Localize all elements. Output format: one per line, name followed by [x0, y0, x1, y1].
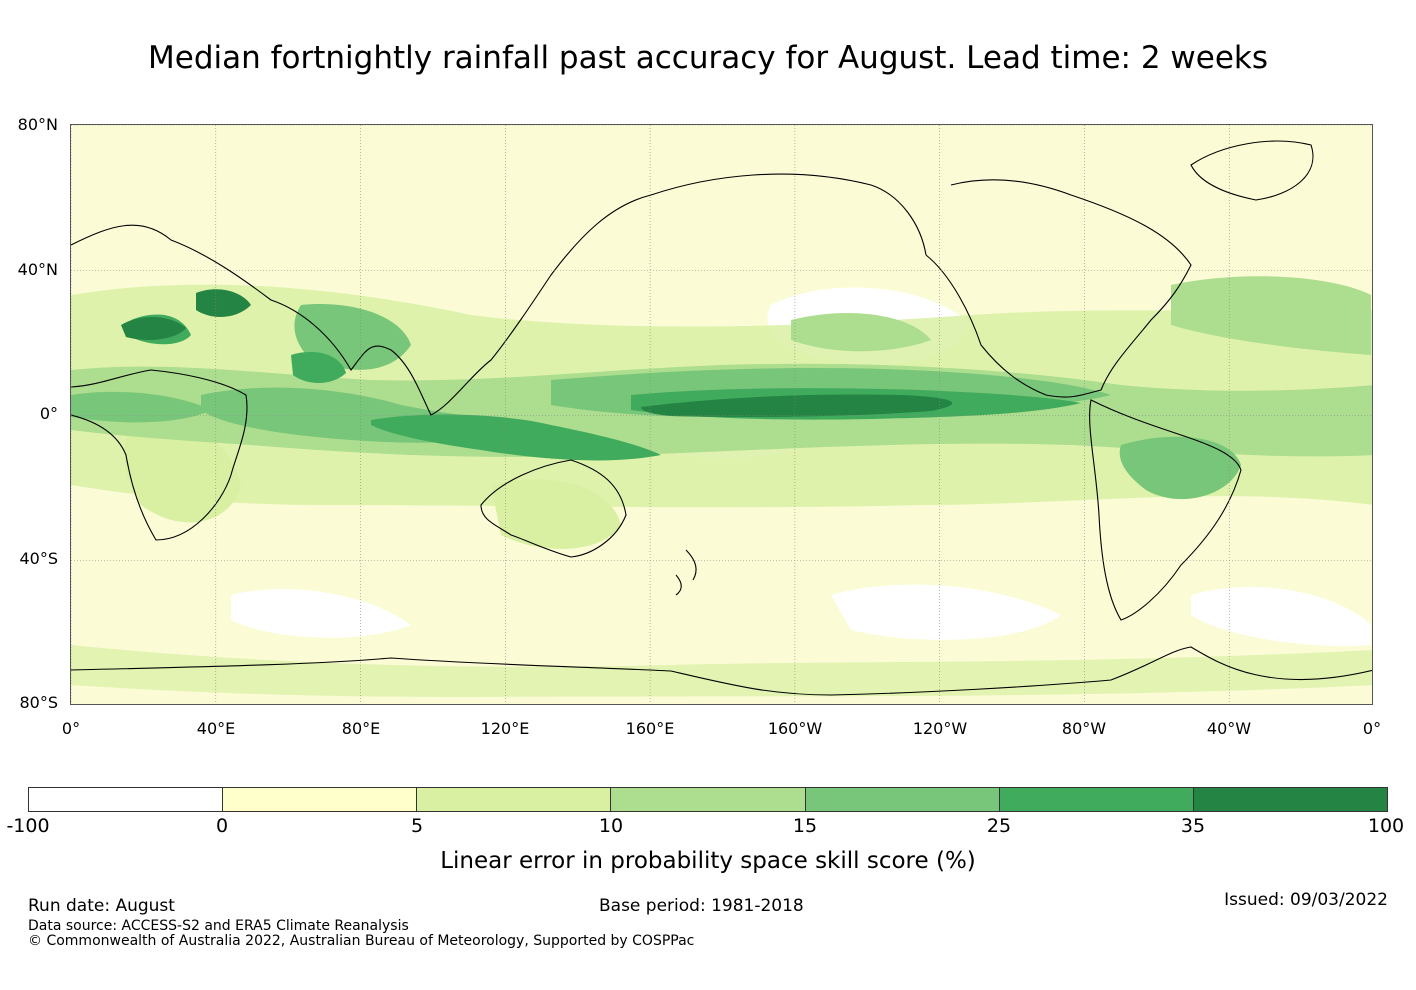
lat-label-80s: 80°S	[19, 693, 58, 712]
coastline-australia	[480, 459, 627, 558]
colorbar-bin-10-15	[610, 788, 805, 811]
coastline-south-america	[1089, 399, 1242, 621]
run-date: Run date: August	[28, 896, 175, 916]
colorbar-tick-100: 100	[1367, 815, 1405, 837]
lon-label-360: 0°	[1362, 719, 1382, 738]
colorbar-tick-35: 35	[1180, 815, 1206, 837]
lon-label-160w: 160°W	[767, 719, 823, 738]
issued-date: Issued: 09/03/2022	[1224, 890, 1388, 910]
region-very-high-arabia	[196, 289, 251, 317]
region-low-e-pacific-north	[791, 312, 931, 352]
data-source: Data source: ACCESS-S2 and ERA5 Climate …	[28, 918, 409, 934]
lon-label-120w: 120°W	[912, 719, 968, 738]
region-moderate-w-africa	[71, 391, 211, 423]
gridline-layer	[71, 125, 1372, 704]
region-low-n-atlantic	[1171, 276, 1371, 355]
region-moderate-s-asia	[294, 304, 411, 370]
lat-label-40n: 40°N	[17, 260, 58, 279]
base-period: Base period: 1981-2018	[599, 896, 804, 916]
region-slight-africa	[124, 422, 241, 523]
region-slight-australia	[491, 479, 621, 549]
region-no-skill-s-indian	[231, 589, 411, 638]
coastline-eurasia	[71, 173, 927, 416]
map-canvas	[71, 125, 1372, 704]
colorbar-tick-5: 5	[410, 815, 424, 837]
region-slight-antarctic	[71, 645, 1372, 697]
region-no-skill-s-atlantic	[1191, 586, 1371, 646]
lon-label-40e: 40°E	[196, 719, 236, 738]
region-high-india	[291, 351, 346, 383]
lon-label-80e: 80°E	[341, 719, 381, 738]
colorbar-tick-25: 25	[986, 815, 1012, 837]
lat-label-40s: 40°S	[19, 549, 58, 568]
region-very-high-central-pacific	[641, 394, 953, 417]
colorbar-tick-15: 15	[792, 815, 818, 837]
lon-label-120e: 120°E	[480, 719, 530, 738]
colorbar-bin-neg100-0	[29, 788, 223, 811]
skill-map[interactable]	[70, 124, 1373, 705]
lon-label-0: 0°	[61, 719, 81, 738]
colorbar-bin-15-25	[804, 788, 999, 811]
colorbar-bin-25-35	[998, 788, 1193, 811]
coastline-greenland	[1190, 140, 1314, 201]
coastline-africa	[71, 369, 248, 541]
map-title: Median fortnightly rainfall past accurac…	[148, 40, 1268, 76]
region-moderate-brazil	[1119, 436, 1241, 500]
region-very-high-sahara	[121, 317, 186, 340]
colorbar-tick-neg100: -100	[6, 815, 50, 837]
coastline-new-zealand	[675, 549, 697, 596]
very-high-skill-patches	[121, 289, 953, 417]
lat-label-0: 0°	[39, 404, 58, 423]
lon-label-160e: 160°E	[625, 719, 675, 738]
region-high-maritime	[371, 414, 661, 461]
colorbar-tick-10: 10	[598, 815, 624, 837]
skill-field-layer	[71, 276, 1372, 697]
colorbar-bin-35-100	[1192, 788, 1387, 811]
colorbar-bin-0-5	[222, 788, 417, 811]
region-no-skill-s-pacific	[831, 584, 1061, 640]
lon-label-80w: 80°W	[1061, 719, 1107, 738]
coastline-north-america	[925, 179, 1192, 398]
colorbar-tick-0: 0	[215, 815, 229, 837]
lon-label-40w: 40°W	[1206, 719, 1252, 738]
lat-label-80n: 80°N	[17, 115, 58, 134]
copyright: © Commonwealth of Australia 2022, Austra…	[28, 933, 695, 949]
coastline-layer	[71, 140, 1372, 696]
colorbar	[28, 787, 1388, 812]
colorbar-bin-5-10	[416, 788, 611, 811]
colorbar-label: Linear error in probability space skill …	[440, 848, 976, 874]
coastline-antarctica	[71, 646, 1372, 696]
